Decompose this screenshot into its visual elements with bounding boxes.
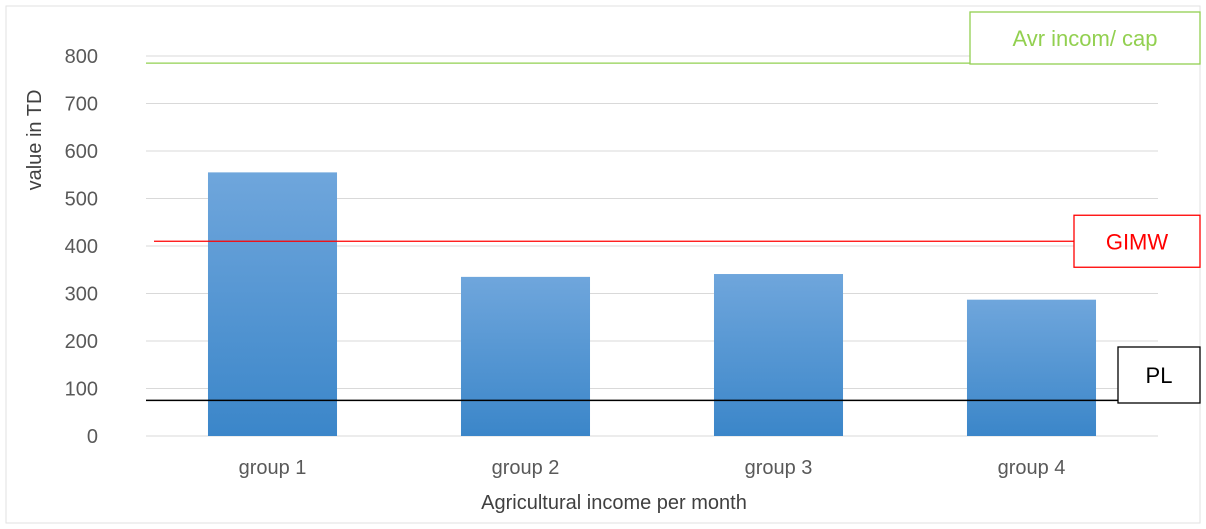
- y-tick-label: 100: [65, 379, 98, 401]
- reference-lines: Avr incom/ cap GIMW PL: [146, 11, 1201, 404]
- y-tick-label: 200: [65, 331, 98, 353]
- y-axis-title: value in TD: [24, 90, 46, 191]
- y-tick-label: 400: [65, 236, 98, 258]
- x-tick-label: group 4: [998, 457, 1066, 479]
- bar-group-3: [713, 274, 844, 436]
- ref-label: GIMW: [1106, 229, 1169, 254]
- y-tick-label: 0: [87, 426, 98, 448]
- x-axis-title: Agricultural income per month: [481, 492, 747, 514]
- y-tick-label: 800: [65, 46, 98, 68]
- x-tick-label: group 3: [745, 457, 813, 479]
- x-axis-ticks: group 1 group 2 group 3 group 4: [239, 457, 1066, 479]
- bar-group-4: [966, 299, 1097, 436]
- bar-group-1: [207, 172, 338, 436]
- ref-label-box: [969, 11, 1201, 65]
- y-tick-label: 500: [65, 189, 98, 211]
- ref-label-box: [1073, 214, 1201, 268]
- y-axis-ticks: 0 100 200 300 400 500 600 700 800: [65, 46, 98, 448]
- ref-label-box: [1117, 346, 1201, 404]
- y-tick-label: 600: [65, 141, 98, 163]
- y-tick-label: 300: [65, 284, 98, 306]
- chart-border: [5, 5, 1201, 524]
- ref-label: Avr incom/ cap: [1012, 26, 1157, 51]
- y-tick-label: 700: [65, 94, 98, 116]
- bars: [207, 172, 1097, 436]
- bar-group-2: [460, 276, 591, 436]
- x-tick-label: group 2: [492, 457, 560, 479]
- x-tick-label: group 1: [239, 457, 307, 479]
- ref-label: PL: [1146, 363, 1173, 388]
